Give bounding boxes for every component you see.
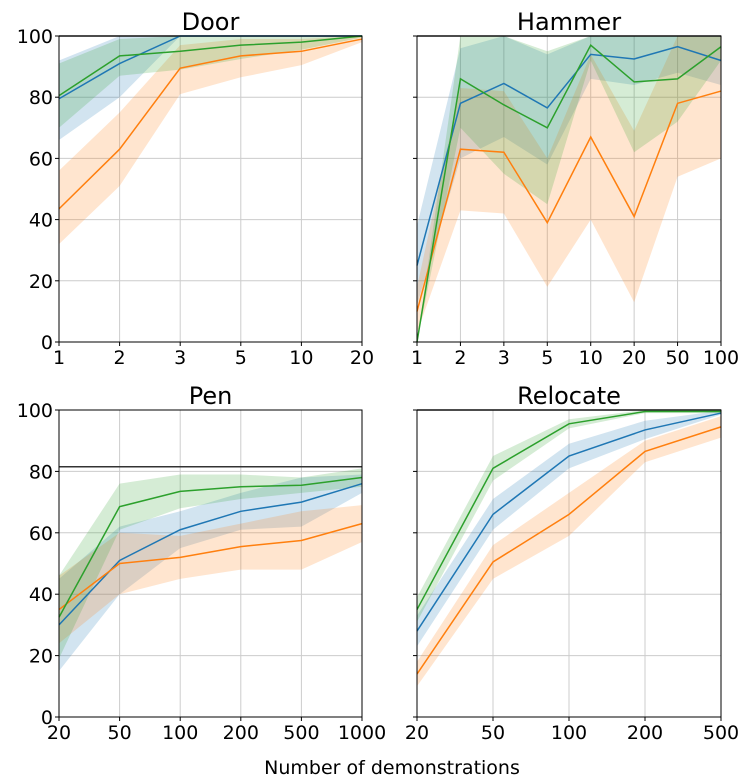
relocate-x-tick-label: 200 <box>627 722 663 744</box>
pen-y-tick-label: 80 <box>29 461 53 483</box>
relocate-green-band <box>417 410 721 622</box>
relocate-x-tick-label: 500 <box>703 722 739 744</box>
pen-green-band <box>59 468 362 659</box>
hammer-x-tick-label: 5 <box>541 347 553 369</box>
door-y-tick-label: 100 <box>17 26 53 48</box>
hammer-blue-line <box>416 45 722 266</box>
door-x-tick-label: 5 <box>235 347 247 369</box>
relocate-x-tick-label: 20 <box>405 722 429 744</box>
pen-x-tick-label: 20 <box>47 722 71 744</box>
pen-blue-band <box>59 474 362 671</box>
hammer-x-tick-label: 20 <box>622 347 646 369</box>
door-green-band <box>59 36 362 128</box>
door-orange-line <box>58 38 363 210</box>
hammer-x-tick-label: 3 <box>498 347 510 369</box>
panel-door: 1 2 3 5 10 20 0 20 40 60 80 100 Door <box>17 8 374 369</box>
panel-hammer: 1 2 3 5 10 20 50 100 Hammer <box>411 8 739 369</box>
relocate-orange-line <box>416 426 722 675</box>
pen-title: Pen <box>189 382 233 410</box>
pen-axes-frame <box>58 409 363 718</box>
pen-x-tick-label: 100 <box>162 722 198 744</box>
pen-x-tick-label: 500 <box>283 722 319 744</box>
pen-orange-band <box>59 505 362 644</box>
door-orange-band <box>59 36 362 245</box>
hammer-x-tick-label: 1 <box>411 347 423 369</box>
door-x-tick-label: 3 <box>174 347 186 369</box>
hammer-blue-band <box>417 36 721 306</box>
relocate-x-tick-label: 50 <box>481 722 505 744</box>
pen-y-tick-label: 20 <box>29 646 53 668</box>
hammer-green-line <box>416 44 722 343</box>
door-y-tick-label: 0 <box>41 332 53 354</box>
door-x-tick-label: 1 <box>53 347 65 369</box>
door-y-tick-label: 60 <box>29 148 53 170</box>
door-y-tick-label: 80 <box>29 87 53 109</box>
hammer-green-band <box>417 36 721 342</box>
door-x-tick-label: 10 <box>289 347 313 369</box>
door-y-tick-label: 20 <box>29 271 53 293</box>
hammer-orange-band <box>417 36 721 333</box>
door-y-tick-label: 40 <box>29 210 53 232</box>
door-x-tick-label: 20 <box>350 347 374 369</box>
hammer-x-tick-label: 100 <box>703 347 739 369</box>
pen-y-tick-label: 0 <box>41 707 53 729</box>
pen-y-tick-label: 60 <box>29 523 53 545</box>
relocate-blue-line <box>416 412 722 632</box>
hammer-x-tick-label: 10 <box>579 347 603 369</box>
door-axes-frame <box>58 35 363 343</box>
relocate-blue-band <box>417 410 721 647</box>
door-x-tick-label: 2 <box>114 347 126 369</box>
relocate-orange-band <box>417 416 721 687</box>
door-title: Door <box>182 8 240 36</box>
hammer-x-tick-label: 2 <box>454 347 466 369</box>
pen-y-tick-label: 100 <box>17 400 53 422</box>
pen-x-tick-label: 200 <box>223 722 259 744</box>
hammer-axes-frame <box>416 35 722 343</box>
hammer-title: Hammer <box>517 8 621 36</box>
panel-relocate: 20 50 100 200 500 Relocate <box>405 382 739 744</box>
door-blue-band <box>59 36 362 141</box>
relocate-green-line <box>416 410 721 610</box>
pen-orange-line <box>58 522 363 611</box>
relocate-x-tick-label: 100 <box>551 722 587 744</box>
relocate-title: Relocate <box>517 382 621 410</box>
figure-x-axis-label: Number of demonstrations <box>264 757 520 779</box>
pen-x-tick-label: 50 <box>108 722 132 744</box>
pen-green-line <box>58 476 363 618</box>
door-green-line <box>58 35 363 97</box>
pen-y-tick-label: 40 <box>29 584 53 606</box>
pen-x-tick-label: 1000 <box>338 722 386 744</box>
hammer-orange-line <box>416 90 722 312</box>
hammer-x-tick-label: 50 <box>665 347 689 369</box>
